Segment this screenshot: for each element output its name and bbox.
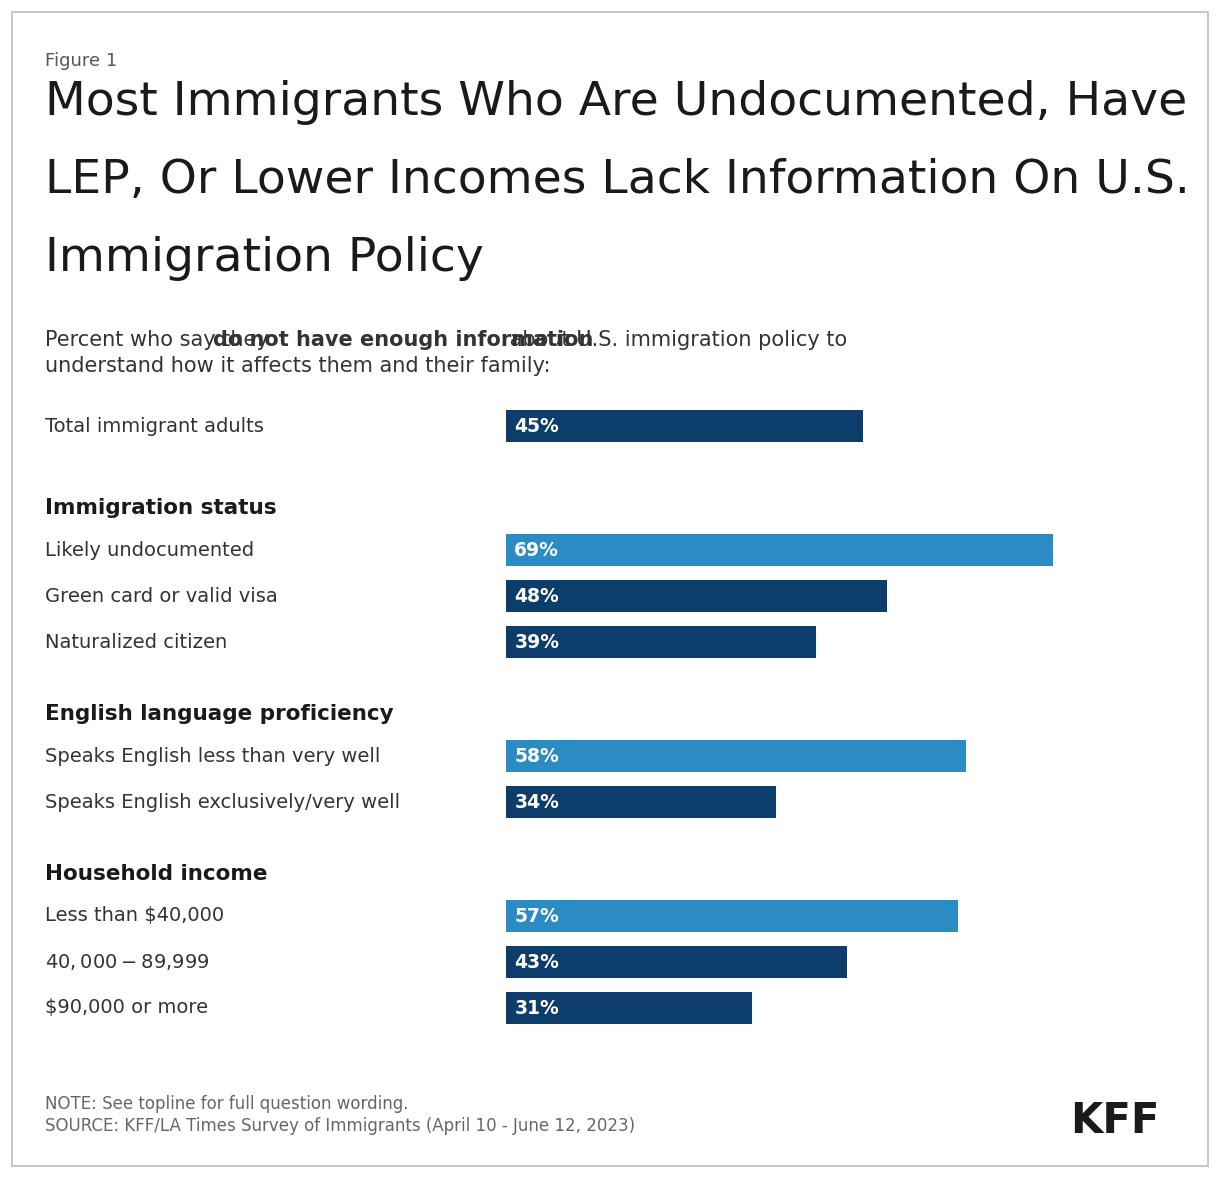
Text: Naturalized citizen: Naturalized citizen xyxy=(45,633,227,651)
Bar xyxy=(506,740,966,772)
Text: English language proficiency: English language proficiency xyxy=(45,704,394,724)
Text: Immigration Policy: Immigration Policy xyxy=(45,236,484,282)
Text: 45%: 45% xyxy=(515,417,559,436)
Text: Speaks English exclusively/very well: Speaks English exclusively/very well xyxy=(45,793,400,812)
Text: Likely undocumented: Likely undocumented xyxy=(45,541,254,560)
Bar xyxy=(506,410,864,442)
Text: do not have enough information: do not have enough information xyxy=(214,330,593,350)
Bar xyxy=(506,786,776,818)
Text: Figure 1: Figure 1 xyxy=(45,52,117,70)
Text: Speaks English less than very well: Speaks English less than very well xyxy=(45,747,381,766)
Text: LEP, Or Lower Incomes Lack Information On U.S.: LEP, Or Lower Incomes Lack Information O… xyxy=(45,158,1190,203)
Text: KFF: KFF xyxy=(1071,1100,1160,1141)
Text: Total immigrant adults: Total immigrant adults xyxy=(45,417,264,436)
Text: Immigration status: Immigration status xyxy=(45,498,277,518)
Text: $40,000-$89,999: $40,000-$89,999 xyxy=(45,952,210,972)
Bar xyxy=(506,900,959,932)
Text: Household income: Household income xyxy=(45,863,267,884)
Bar xyxy=(506,992,752,1024)
Text: Less than $40,000: Less than $40,000 xyxy=(45,907,224,926)
Bar xyxy=(506,580,887,613)
Text: 69%: 69% xyxy=(515,541,559,560)
Text: 48%: 48% xyxy=(515,587,559,605)
Text: 57%: 57% xyxy=(515,907,559,926)
Text: 31%: 31% xyxy=(515,999,559,1018)
Text: Percent who say they: Percent who say they xyxy=(45,330,276,350)
Text: Green card or valid visa: Green card or valid visa xyxy=(45,587,278,605)
Text: 39%: 39% xyxy=(515,633,559,651)
Bar xyxy=(506,626,815,659)
Text: understand how it affects them and their family:: understand how it affects them and their… xyxy=(45,356,550,376)
Text: SOURCE: KFF/LA Times Survey of Immigrants (April 10 - June 12, 2023): SOURCE: KFF/LA Times Survey of Immigrant… xyxy=(45,1117,636,1134)
Text: 58%: 58% xyxy=(515,747,559,766)
Bar xyxy=(506,534,1054,565)
Text: about U.S. immigration policy to: about U.S. immigration policy to xyxy=(503,330,847,350)
Text: 43%: 43% xyxy=(515,953,559,972)
Text: 34%: 34% xyxy=(515,793,559,812)
Bar xyxy=(506,946,847,978)
Text: Most Immigrants Who Are Undocumented, Have: Most Immigrants Who Are Undocumented, Ha… xyxy=(45,80,1187,125)
Text: $90,000 or more: $90,000 or more xyxy=(45,999,209,1018)
Text: NOTE: See topline for full question wording.: NOTE: See topline for full question word… xyxy=(45,1096,409,1113)
